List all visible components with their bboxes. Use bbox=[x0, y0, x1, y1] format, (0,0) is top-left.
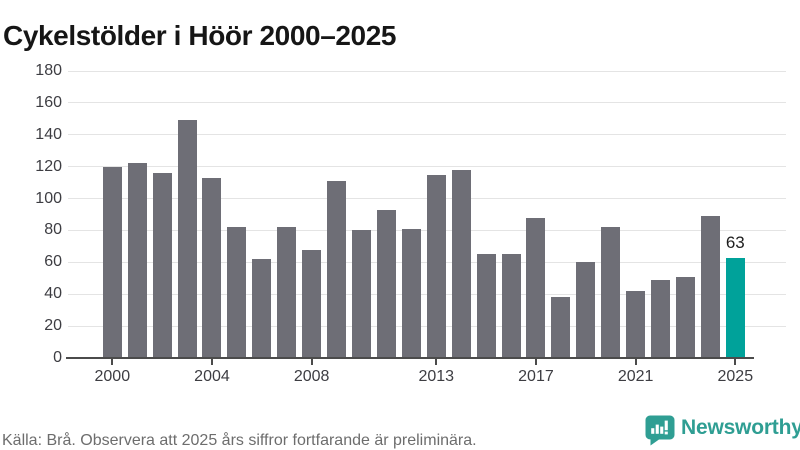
x-axis-label-2008: 2008 bbox=[293, 368, 330, 385]
bar-2014 bbox=[451, 169, 471, 358]
bar-2023 bbox=[675, 276, 695, 358]
bar-2017 bbox=[526, 217, 546, 358]
gridline-y-160 bbox=[68, 102, 786, 104]
x-axis-tick-2000 bbox=[111, 358, 114, 365]
bar-2015 bbox=[476, 254, 496, 358]
x-axis-tick-2004 bbox=[210, 358, 213, 365]
source-note: Källa: Brå. Observera att 2025 års siffr… bbox=[2, 432, 477, 449]
bar-2022 bbox=[651, 279, 671, 358]
bar-2016 bbox=[501, 254, 521, 358]
bar-2025 bbox=[725, 257, 745, 358]
bar-2011 bbox=[376, 209, 396, 358]
y-axis-label-160: 160 bbox=[35, 93, 62, 111]
bar-2000 bbox=[102, 166, 122, 358]
x-axis-label-2000: 2000 bbox=[94, 368, 131, 385]
bar-2004 bbox=[202, 177, 222, 358]
y-axis-label-0: 0 bbox=[53, 349, 62, 366]
x-axis-label-2004: 2004 bbox=[194, 368, 230, 385]
x-axis-label-2025: 2025 bbox=[717, 368, 754, 385]
bar-2010 bbox=[352, 230, 371, 358]
bar-2002 bbox=[152, 173, 172, 358]
y-axis-label-80: 80 bbox=[44, 221, 62, 239]
bar-2003 bbox=[177, 120, 197, 358]
bar-2007 bbox=[277, 227, 297, 358]
bar-2001 bbox=[127, 163, 147, 358]
gridline-y-180 bbox=[68, 70, 786, 72]
bar-2019 bbox=[576, 262, 596, 358]
y-axis-label-140: 140 bbox=[35, 125, 62, 143]
x-axis-tick-2008 bbox=[310, 358, 313, 365]
bar-2005 bbox=[227, 227, 247, 358]
bar-2012 bbox=[401, 228, 421, 358]
bar-2018 bbox=[551, 297, 571, 358]
gridline-y-140 bbox=[68, 134, 786, 136]
x-axis-tick-2025 bbox=[734, 358, 737, 365]
bar-2024 bbox=[700, 216, 720, 358]
x-axis-tick-2017 bbox=[534, 358, 537, 365]
x-axis-line bbox=[66, 357, 754, 359]
x-axis-label-2013: 2013 bbox=[418, 368, 455, 385]
y-axis-label-180: 180 bbox=[35, 62, 62, 79]
newsworthy-wordmark: Newsworthy bbox=[681, 416, 800, 439]
bar-2013 bbox=[426, 174, 446, 358]
newsworthy-bar-chart-bubble-icon bbox=[645, 415, 675, 446]
bar-2008 bbox=[302, 249, 322, 358]
y-axis-label-120: 120 bbox=[35, 157, 62, 175]
x-axis-tick-2013 bbox=[435, 358, 438, 365]
chart-title: Cykelstölder i Höör 2000–2025 bbox=[3, 19, 397, 51]
bar-2006 bbox=[252, 259, 272, 358]
value-label-2025: 63 bbox=[725, 232, 745, 252]
gridline-y-120 bbox=[68, 166, 786, 168]
x-axis-label-2017: 2017 bbox=[518, 368, 554, 385]
y-axis-label-100: 100 bbox=[35, 189, 62, 207]
bar-2020 bbox=[601, 227, 621, 358]
bar-2021 bbox=[626, 291, 646, 358]
y-axis-label-20: 20 bbox=[44, 317, 62, 335]
x-axis-tick-2021 bbox=[634, 358, 637, 365]
bar-2009 bbox=[327, 181, 347, 358]
newsworthy-logo: Newsworthy bbox=[645, 413, 800, 447]
y-axis-label-40: 40 bbox=[44, 285, 62, 303]
x-axis-label-2021: 2021 bbox=[617, 368, 654, 385]
y-axis-label-60: 60 bbox=[44, 253, 62, 271]
